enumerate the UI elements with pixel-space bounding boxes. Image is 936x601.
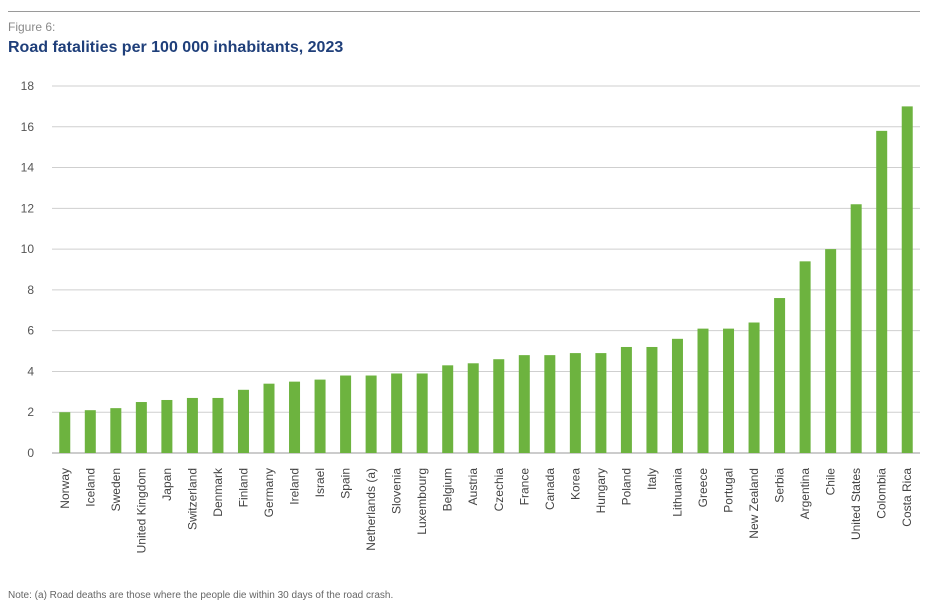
bar xyxy=(416,373,428,453)
bar xyxy=(697,328,709,453)
x-tick-label: Germany xyxy=(262,468,276,517)
x-tick-label: Luxembourg xyxy=(415,468,429,535)
x-tick-label: France xyxy=(517,468,531,506)
x-tick-label: Argentina xyxy=(798,468,812,520)
gridlines xyxy=(52,85,920,454)
x-tick-label: Netherlands (a) xyxy=(364,468,378,551)
y-tick-label: 12 xyxy=(21,201,35,215)
x-tick-label: Poland xyxy=(619,468,633,505)
bar xyxy=(825,249,837,453)
bar xyxy=(442,365,454,453)
x-tick-label: Israel xyxy=(313,468,327,497)
x-tick-label: Austria xyxy=(466,468,480,506)
bar xyxy=(646,346,658,453)
x-tick-label: Sweden xyxy=(109,468,123,511)
x-tick-label: Lithuania xyxy=(670,468,684,517)
footnote: Note: (a) Road deaths are those where th… xyxy=(8,590,394,601)
bar xyxy=(518,355,530,453)
y-tick-label: 16 xyxy=(21,120,35,134)
bar xyxy=(671,338,683,453)
x-tick-label: Ireland xyxy=(288,468,302,505)
chart-title: Road fatalities per 100 000 inhabitants,… xyxy=(8,39,344,56)
x-tick-label: Italy xyxy=(645,468,659,490)
bar xyxy=(263,383,275,453)
bar xyxy=(59,412,71,453)
x-tick-label: Portugal xyxy=(722,468,736,513)
x-tick-label: Greece xyxy=(696,468,710,508)
bar xyxy=(391,373,403,453)
bar xyxy=(544,355,556,453)
x-tick-label: Spain xyxy=(339,468,353,499)
y-axis-ticks: 0 2 4 6 8 10 12 14 16 18 xyxy=(21,79,35,460)
x-tick-label: New Zealand xyxy=(747,468,761,539)
bar xyxy=(723,328,735,453)
x-tick-label: Chile xyxy=(824,468,838,496)
x-tick-label: Denmark xyxy=(211,467,225,517)
x-tick-label: Japan xyxy=(160,468,174,501)
x-tick-label: Finland xyxy=(236,468,250,507)
bar xyxy=(595,353,607,453)
x-tick-label: United States xyxy=(849,468,863,540)
bar xyxy=(493,359,505,453)
bar xyxy=(901,106,913,453)
bar xyxy=(289,381,301,453)
bar xyxy=(161,399,173,453)
bar xyxy=(569,353,581,453)
bar xyxy=(110,408,122,453)
y-tick-label: 18 xyxy=(21,79,35,93)
x-tick-label: Hungary xyxy=(594,468,608,513)
bar xyxy=(237,389,249,453)
bar xyxy=(186,397,198,453)
bar xyxy=(748,322,760,453)
x-tick-label: Czechia xyxy=(492,468,506,512)
y-tick-label: 14 xyxy=(21,161,35,175)
y-tick-label: 10 xyxy=(21,242,35,256)
x-tick-label: Iceland xyxy=(83,468,97,507)
bar xyxy=(84,410,96,453)
bar xyxy=(850,204,862,453)
x-tick-label: Costa Rica xyxy=(900,468,914,527)
y-tick-label: 0 xyxy=(27,446,34,460)
x-tick-label: Colombia xyxy=(875,468,889,519)
figure-label: Figure 6: xyxy=(8,20,56,34)
bar xyxy=(799,261,811,453)
x-tick-label: United Kingdom xyxy=(134,468,148,553)
x-tick-label: Slovenia xyxy=(390,468,404,514)
bar xyxy=(620,346,632,453)
bars xyxy=(59,106,913,453)
x-tick-label: Canada xyxy=(543,468,557,510)
bar xyxy=(876,130,888,453)
x-tick-label: Serbia xyxy=(773,468,787,503)
y-tick-label: 2 xyxy=(27,405,34,419)
y-tick-label: 4 xyxy=(27,364,34,378)
y-tick-label: 8 xyxy=(27,283,34,297)
bar xyxy=(340,375,352,453)
x-tick-label: Norway xyxy=(58,468,72,509)
bar xyxy=(774,298,786,453)
y-tick-label: 6 xyxy=(27,324,34,338)
bar xyxy=(467,363,479,453)
top-rule xyxy=(8,11,920,12)
x-tick-label: Switzerland xyxy=(185,468,199,530)
bar xyxy=(365,375,377,453)
x-axis-labels: Norway Iceland Sweden United Kingdom Japan Sw… xyxy=(58,467,914,553)
bar xyxy=(135,402,147,453)
x-tick-label: Korea xyxy=(568,468,582,500)
bar xyxy=(314,379,326,453)
bar xyxy=(212,397,224,453)
x-tick-label: Belgium xyxy=(441,468,455,511)
